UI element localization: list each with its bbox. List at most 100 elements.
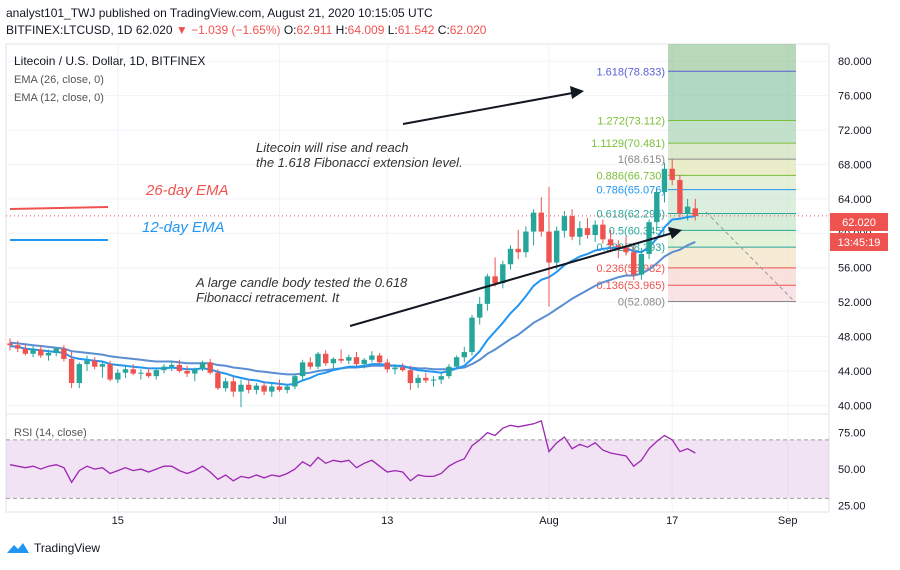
candle-body (692, 208, 698, 217)
candle-body (654, 192, 660, 223)
price-tick-label: 48.000 (838, 332, 872, 344)
date-tick-label: 17 (666, 515, 678, 527)
candle-body (415, 377, 421, 384)
fib-level-label: 0.886(66.730) (597, 170, 666, 182)
candle-body (646, 222, 652, 254)
rsi-pane[interactable] (5, 413, 830, 513)
date-tick-label: 13 (381, 515, 393, 527)
fib-level-label: 0.786(65.076) (597, 185, 666, 197)
fib-level-label: 1.618(78.833) (597, 66, 666, 78)
date-tick-label: Aug (539, 515, 559, 527)
legend-ema12[interactable]: EMA (12, close, 0) (14, 92, 104, 104)
candle-body (538, 212, 544, 232)
candle-body (192, 369, 198, 374)
candle-body (592, 224, 598, 236)
chart-legend: Litecoin / U.S. Dollar, 1D, BITFINEX EMA… (14, 54, 205, 104)
candle-body (22, 348, 29, 354)
fib-zone (668, 285, 796, 302)
close-value: 62.020 (449, 23, 487, 37)
fib-level-label: 0(52.080) (618, 296, 665, 308)
legend-ema26[interactable]: EMA (26, close, 0) (14, 74, 104, 86)
fib-zone (668, 267, 796, 286)
down-arrow-icon: ▼ (175, 23, 188, 37)
last-price-tag: 62.020 13:45:19 (830, 213, 888, 251)
price-tick-label: 56.000 (838, 263, 872, 275)
note1-line1: Litecoin will rise and reach (256, 140, 408, 155)
candle-body (38, 349, 44, 356)
candle-body (276, 386, 283, 390)
candle-body (138, 372, 144, 374)
candle-body (631, 252, 637, 275)
fib-zone (668, 213, 796, 231)
ema12-annotation: 12-day EMA (142, 219, 225, 236)
fib-zone (668, 175, 796, 190)
candle-body (361, 359, 367, 365)
footer: TradingView (6, 541, 100, 555)
rsi-indicator (6, 420, 829, 499)
price-tag-bg (830, 213, 888, 231)
candle-body (523, 231, 529, 253)
candle-body (369, 355, 375, 360)
fib-zone (668, 143, 796, 160)
price-tick-label: 52.000 (838, 297, 872, 309)
close-label: C: (437, 23, 450, 37)
candle-body (299, 362, 306, 377)
candle-body (53, 348, 59, 353)
fib-zone (668, 71, 796, 121)
candle-body (407, 370, 414, 384)
rsi-band (6, 439, 829, 499)
candle-body (122, 369, 129, 373)
axes: 80.00076.00072.00068.00064.00060.00056.0… (112, 56, 872, 527)
candle-body (84, 360, 90, 365)
candle-body (284, 386, 290, 390)
rsi-tick-label: 75.00 (838, 428, 866, 440)
candle-body (677, 179, 683, 214)
candle-body (246, 384, 252, 390)
fib-level-label: 0.618(62.296) (597, 209, 666, 221)
high-label: H: (335, 23, 348, 37)
candle-body (376, 355, 383, 363)
candle-body (230, 381, 236, 392)
candle-body (507, 248, 514, 265)
symbol-label[interactable]: BITFINEX:LTCUSD, 1D (6, 23, 133, 37)
rsi-tick-label: 50.00 (838, 464, 866, 476)
ema26-annotation: 26-day EMA (145, 182, 229, 199)
candle-body (107, 364, 113, 380)
candle-body (30, 349, 36, 354)
candle-body (530, 212, 537, 232)
candle-body (207, 362, 213, 373)
candle-body (269, 386, 275, 392)
candle-body (546, 231, 552, 263)
candle-body (292, 376, 298, 387)
ema12-line (9, 215, 696, 386)
candle-body (423, 377, 429, 381)
candle-body (353, 357, 360, 365)
candle-body (184, 370, 190, 374)
tradingview-brand[interactable]: TradingView (34, 541, 101, 555)
candle-body (638, 253, 645, 275)
price-tick-label: 64.000 (838, 194, 872, 206)
candle-body (461, 352, 467, 358)
candle-body (584, 228, 591, 236)
candle-body (469, 317, 475, 353)
candle-body (346, 357, 352, 361)
candle-body (7, 343, 13, 346)
candle-body (569, 216, 575, 237)
candle-body (45, 352, 52, 356)
legend-title: Litecoin / U.S. Dollar, 1D, BITFINEX (14, 54, 205, 68)
candle-body (607, 239, 614, 246)
candle-body (253, 385, 260, 390)
price-chart[interactable]: 1.618(78.833) 1.272(73.112) 1.1129(70.481)… (0, 0, 900, 540)
fib-zone (668, 189, 796, 214)
rsi-label[interactable]: RSI (14, close) (14, 427, 87, 439)
candle-body (315, 353, 321, 367)
candle-body (400, 367, 406, 371)
candle-body (500, 264, 506, 284)
candle-body (577, 228, 583, 237)
candle-body (684, 206, 691, 214)
candle-body (615, 245, 621, 248)
countdown-tag-bg (830, 233, 888, 251)
candles (7, 159, 698, 408)
fib-zone (668, 247, 796, 268)
date-tick-label: Sep (778, 515, 798, 527)
